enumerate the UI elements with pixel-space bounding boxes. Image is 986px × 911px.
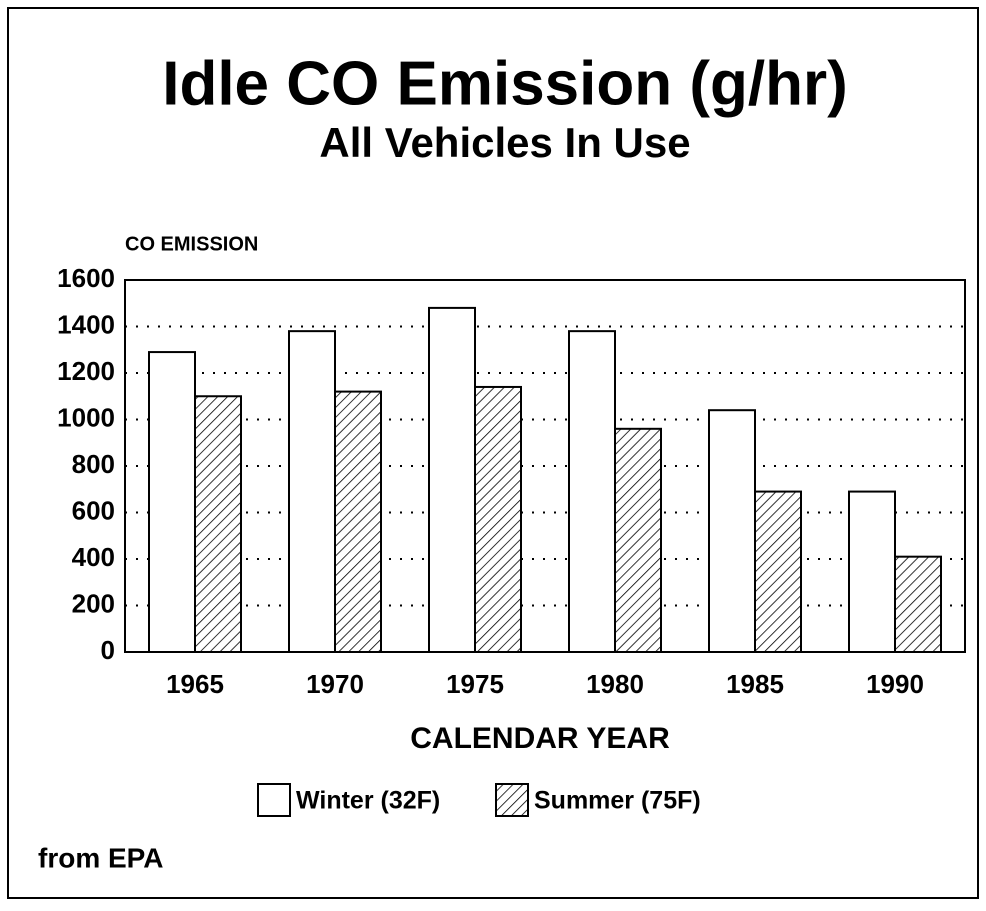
y-tick-label: 400 bbox=[72, 542, 115, 572]
x-axis-label: CALENDAR YEAR bbox=[410, 722, 670, 755]
bar bbox=[568, 330, 616, 653]
y-tick-label: 1000 bbox=[57, 402, 115, 432]
y-tick-label: 800 bbox=[72, 449, 115, 479]
x-tick-label: 1975 bbox=[446, 669, 504, 699]
legend-label: Winter (32F) bbox=[296, 787, 440, 815]
legend-swatch bbox=[257, 783, 291, 817]
chart-subtitle: All Vehicles In Use bbox=[319, 119, 690, 166]
bar bbox=[708, 409, 756, 654]
y-axis-label: CO EMISSION bbox=[125, 233, 258, 255]
x-tick-label: 1965 bbox=[166, 669, 224, 699]
legend-swatch bbox=[495, 783, 529, 817]
y-tick-label: 0 bbox=[101, 635, 115, 665]
plot-frame bbox=[124, 279, 966, 653]
y-tick-label: 1200 bbox=[57, 356, 115, 386]
bar bbox=[474, 385, 522, 653]
bar bbox=[334, 390, 382, 653]
x-tick-label: 1990 bbox=[866, 669, 924, 699]
bar bbox=[848, 490, 896, 654]
chart-title: Idle CO Emission (g/hr) bbox=[162, 49, 848, 118]
legend-label: Summer (75F) bbox=[534, 787, 701, 815]
bar bbox=[288, 330, 336, 653]
source-note: from EPA bbox=[38, 842, 164, 873]
y-tick-label: 200 bbox=[72, 588, 115, 618]
bar bbox=[754, 490, 802, 654]
x-tick-label: 1980 bbox=[586, 669, 644, 699]
y-tick-label: 1600 bbox=[57, 263, 115, 293]
bar bbox=[428, 306, 476, 653]
y-tick-label: 1400 bbox=[57, 309, 115, 339]
y-tick-label: 600 bbox=[72, 495, 115, 525]
x-tick-label: 1970 bbox=[306, 669, 364, 699]
frame bbox=[7, 7, 979, 899]
bar bbox=[614, 427, 662, 653]
bar bbox=[194, 395, 242, 653]
bar bbox=[894, 555, 942, 653]
x-tick-label: 1985 bbox=[726, 669, 784, 699]
bar bbox=[148, 351, 196, 653]
